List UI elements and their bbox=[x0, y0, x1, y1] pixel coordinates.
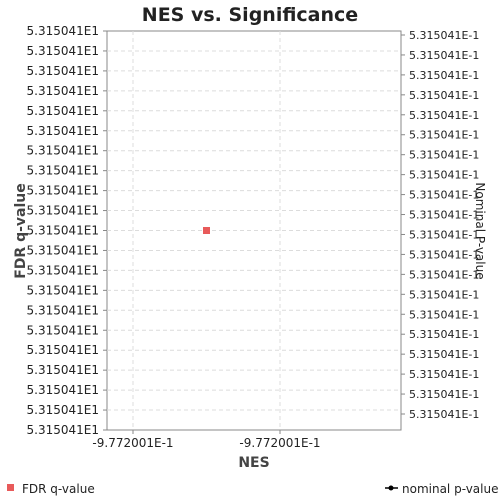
right-tick-label: 5.315041E-1 bbox=[409, 328, 479, 341]
right-tick-label: 5.315041E-1 bbox=[409, 248, 479, 261]
data-points bbox=[203, 227, 210, 234]
right-tick-label: 5.315041E-1 bbox=[409, 129, 479, 142]
right-tick-label: 5.315041E-1 bbox=[409, 348, 479, 361]
left-tick-label: 5.315041E1 bbox=[27, 44, 99, 58]
gridlines bbox=[107, 31, 401, 430]
left-tick-label: 5.315041E1 bbox=[27, 363, 99, 377]
left-tick-label: 5.315041E1 bbox=[27, 303, 99, 317]
left-tick-label: 5.315041E1 bbox=[27, 423, 99, 437]
right-tick-label: 5.315041E-1 bbox=[409, 49, 479, 62]
x-axis: -9.772001E-1 -9.772001E-1 bbox=[92, 430, 321, 450]
right-tick-label: 5.315041E-1 bbox=[409, 368, 479, 381]
fdr-q-value-point bbox=[203, 227, 210, 234]
left-tick-label: 5.315041E1 bbox=[27, 343, 99, 357]
left-tick-label: 5.315041E1 bbox=[27, 323, 99, 337]
left-tick-label: 5.315041E1 bbox=[27, 243, 99, 257]
right-tick-label: 5.315041E-1 bbox=[409, 268, 479, 281]
right-tick-label: 5.315041E-1 bbox=[409, 69, 479, 82]
right-tick-label: 5.315041E-1 bbox=[409, 388, 479, 401]
left-tick-label: 5.315041E1 bbox=[27, 124, 99, 138]
x-tick-label: -9.772001E-1 bbox=[92, 436, 173, 450]
left-tick-label: 5.315041E1 bbox=[27, 184, 99, 198]
left-tick-label: 5.315041E1 bbox=[27, 84, 99, 98]
right-y-axis: 5.315041E-1 5.315041E-1 5.315041E-1 5.31504… bbox=[401, 29, 479, 421]
left-tick-label: 5.315041E1 bbox=[27, 204, 99, 218]
right-tick-label: 5.315041E-1 bbox=[409, 228, 479, 241]
left-tick-label: 5.315041E1 bbox=[27, 104, 99, 118]
left-y-axis: 5.315041E1 5.315041E1 5.315041E1 5.315041E1… bbox=[27, 24, 107, 437]
x-axis-title: NES bbox=[238, 455, 269, 471]
right-tick-label: 5.315041E-1 bbox=[409, 288, 479, 301]
left-tick-label: 5.315041E1 bbox=[27, 144, 99, 158]
left-tick-label: 5.315041E1 bbox=[27, 64, 99, 78]
chart-title: NES vs. Significance bbox=[142, 4, 358, 26]
right-tick-label: 5.315041E-1 bbox=[409, 169, 479, 182]
legend-fdr-label: FDR q-value bbox=[22, 482, 95, 496]
left-tick-label: 5.315041E1 bbox=[27, 263, 99, 277]
right-tick-label: 5.315041E-1 bbox=[409, 209, 479, 222]
right-tick-label: 5.315041E-1 bbox=[409, 109, 479, 122]
x-tick-label: -9.772001E-1 bbox=[239, 436, 320, 450]
left-tick-label: 5.315041E1 bbox=[27, 164, 99, 178]
right-tick-label: 5.315041E-1 bbox=[409, 29, 479, 42]
left-tick-label: 5.315041E1 bbox=[27, 403, 99, 417]
left-tick-label: 5.315041E1 bbox=[27, 24, 99, 38]
legend: FDR q-value nominal p-value bbox=[7, 482, 498, 496]
legend-pvalue-marker bbox=[388, 485, 394, 491]
right-tick-label: 5.315041E-1 bbox=[409, 308, 479, 321]
right-tick-label: 5.315041E-1 bbox=[409, 89, 479, 102]
right-tick-label: 5.315041E-1 bbox=[409, 189, 479, 202]
y-axis-title-left: FDR q-value bbox=[13, 183, 29, 279]
legend-pvalue-label: nominal p-value bbox=[402, 482, 498, 496]
legend-fdr-marker bbox=[7, 484, 14, 491]
right-tick-label: 5.315041E-1 bbox=[409, 408, 479, 421]
left-tick-label: 5.315041E1 bbox=[27, 224, 99, 238]
left-tick-label: 5.315041E1 bbox=[27, 383, 99, 397]
y-axis-title-right: Nominal P-value bbox=[473, 182, 487, 279]
left-tick-label: 5.315041E1 bbox=[27, 283, 99, 297]
right-tick-label: 5.315041E-1 bbox=[409, 149, 479, 162]
